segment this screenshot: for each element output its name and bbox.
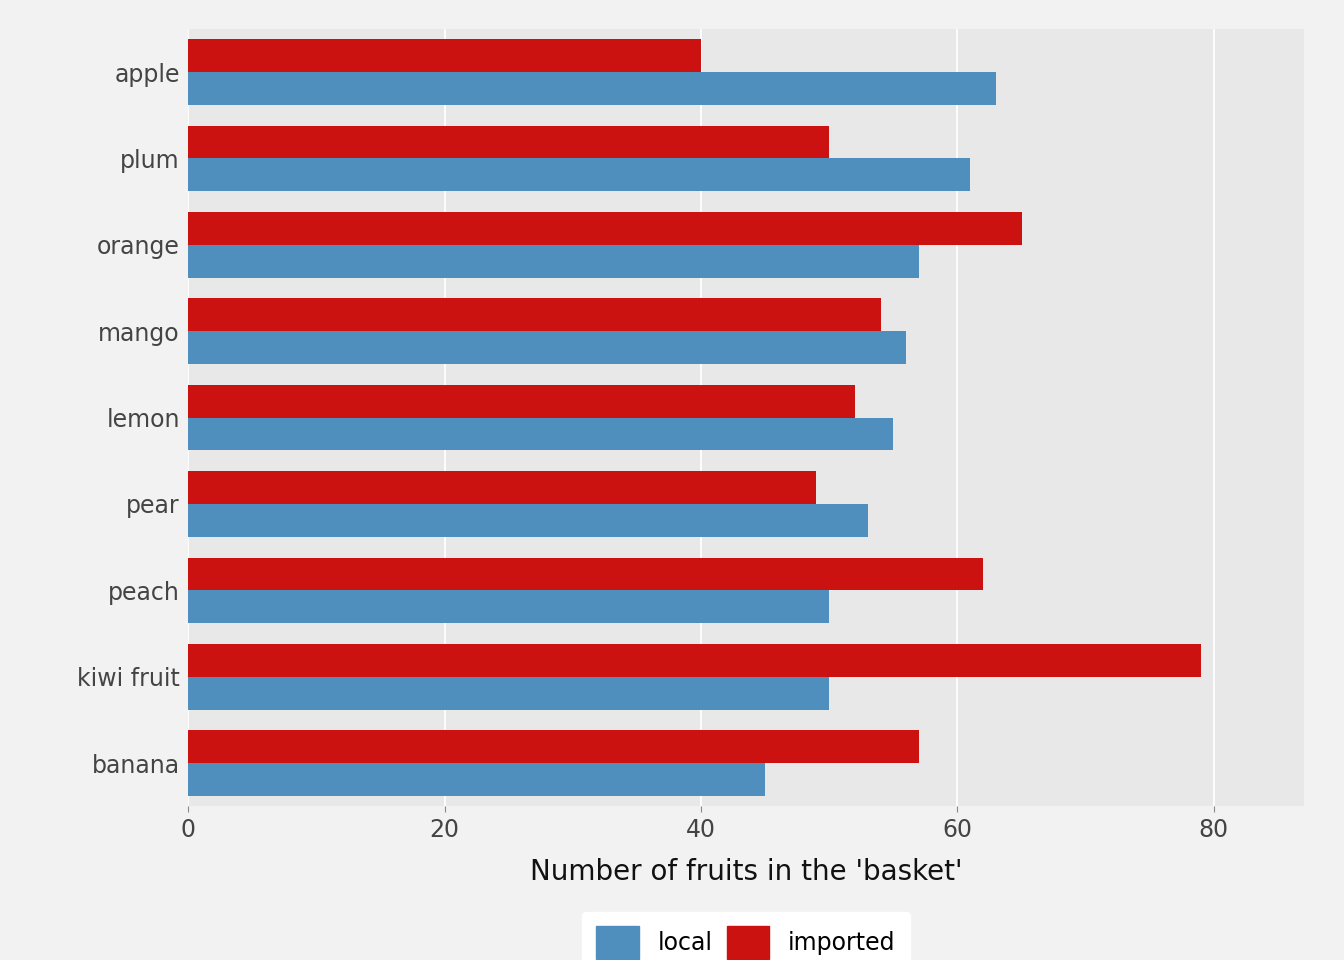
- Bar: [188, 590, 829, 623]
- Bar: [188, 299, 880, 331]
- Bar: [188, 245, 919, 277]
- Legend: local, imported: local, imported: [582, 911, 910, 960]
- Bar: [188, 212, 1021, 245]
- Bar: [188, 158, 970, 191]
- Bar: [188, 471, 816, 504]
- Bar: [188, 558, 982, 590]
- Bar: [188, 677, 829, 709]
- Bar: [188, 504, 868, 537]
- Bar: [188, 763, 765, 796]
- Bar: [188, 385, 855, 418]
- Bar: [188, 644, 1202, 677]
- Bar: [188, 731, 919, 763]
- Bar: [188, 39, 702, 72]
- Bar: [188, 126, 829, 158]
- X-axis label: Number of fruits in the 'basket': Number of fruits in the 'basket': [530, 858, 962, 886]
- Bar: [188, 418, 894, 450]
- Bar: [188, 331, 906, 364]
- Bar: [188, 72, 996, 105]
